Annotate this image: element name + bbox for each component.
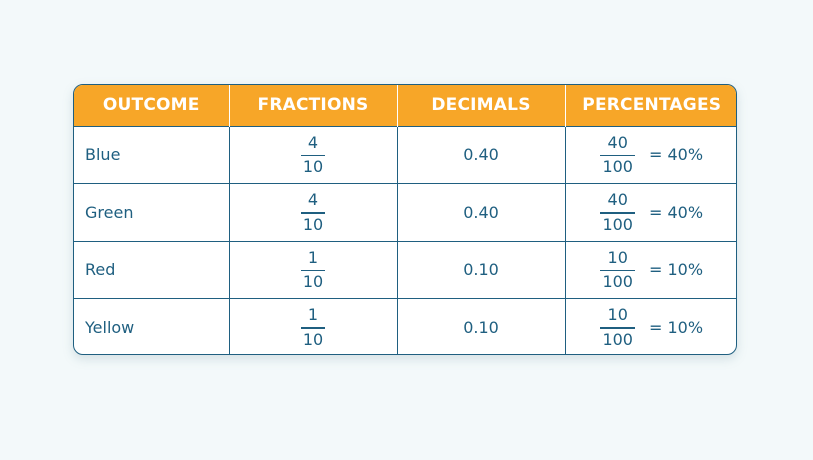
fraction-denominator: 100 <box>602 157 633 176</box>
fraction-cell: 4 10 <box>228 183 397 241</box>
fraction-denominator: 10 <box>302 272 324 291</box>
fraction-bar <box>300 154 326 156</box>
percentage-cell: 40 100 = 40% <box>564 183 736 241</box>
fraction: 1 10 <box>300 247 326 293</box>
percentage-fraction: 10 100 <box>600 248 635 293</box>
fraction-denominator: 10 <box>302 214 324 234</box>
fraction-numerator: 40 <box>607 190 628 209</box>
fraction-bar <box>300 327 326 329</box>
fraction-numerator: 10 <box>607 247 628 267</box>
outcome-table: OUTCOME FRACTIONS DECIMALS PERCENTAGES B… <box>73 84 737 355</box>
percentage-fraction: 10 100 <box>600 305 635 350</box>
outcome-cell: Blue <box>74 125 229 184</box>
table-row: Green 4 10 0.40 40 100 <box>74 183 736 241</box>
header-decimals: DECIMALS <box>396 85 565 126</box>
outcome-cell: Yellow <box>74 298 229 354</box>
decimal-cell: 0.40 <box>396 183 565 241</box>
decimal-cell: 0.10 <box>396 240 565 299</box>
percentage-equals: = 10% <box>648 318 704 337</box>
fraction-bar <box>600 212 635 214</box>
percentage-equals: = 10% <box>648 260 704 280</box>
fraction: 4 10 <box>300 132 326 178</box>
header-percentages: PERCENTAGES <box>564 85 736 126</box>
percentage-equals: = 40% <box>648 145 704 165</box>
fraction-cell: 1 10 <box>228 240 397 299</box>
fraction-bar <box>300 212 326 214</box>
fraction-denominator: 10 <box>302 329 324 349</box>
fraction-bar <box>600 327 635 329</box>
fraction-numerator: 40 <box>607 132 628 152</box>
fraction-numerator: 4 <box>307 132 319 152</box>
fraction-numerator: 1 <box>307 247 319 267</box>
table-header-row: OUTCOME FRACTIONS DECIMALS PERCENTAGES <box>74 85 736 126</box>
fraction-numerator: 4 <box>307 190 319 209</box>
fraction-cell: 4 10 <box>228 125 397 184</box>
fraction-numerator: 10 <box>607 305 628 325</box>
decimal-cell: 0.10 <box>396 298 565 354</box>
percentage-cell: 40 100 = 40% <box>564 125 736 184</box>
fraction-denominator: 100 <box>602 329 633 349</box>
outcome-cell: Red <box>74 240 229 299</box>
fraction-bar <box>600 269 635 271</box>
percentage-fraction: 40 100 <box>600 190 635 235</box>
fraction-cell: 1 10 <box>228 298 397 354</box>
fraction-numerator: 1 <box>307 305 319 325</box>
fraction-denominator: 100 <box>602 214 633 234</box>
outcome-cell: Green <box>74 183 229 241</box>
decimal-cell: 0.40 <box>396 125 565 184</box>
fraction-bar <box>600 154 635 156</box>
percentage-equals: = 40% <box>648 202 704 222</box>
table-row: Blue 4 10 0.40 40 100 <box>74 125 736 184</box>
table-row: Yellow 1 10 0.10 10 100 <box>74 298 736 354</box>
probability-table: OUTCOME FRACTIONS DECIMALS PERCENTAGES B… <box>74 85 736 354</box>
fraction-denominator: 100 <box>602 272 633 291</box>
percentage-cell: 10 100 = 10% <box>564 298 736 354</box>
fraction-bar <box>300 269 326 271</box>
percentage-fraction: 40 100 <box>600 133 635 178</box>
header-outcome: OUTCOME <box>102 95 200 116</box>
percentage-cell: 10 100 = 10% <box>564 240 736 299</box>
header-fractions: FRACTIONS <box>228 85 397 126</box>
table-row: Red 1 10 0.10 10 100 <box>74 240 736 299</box>
fraction: 4 10 <box>300 190 326 235</box>
fraction-denominator: 10 <box>302 157 324 176</box>
fraction: 1 10 <box>300 305 326 350</box>
